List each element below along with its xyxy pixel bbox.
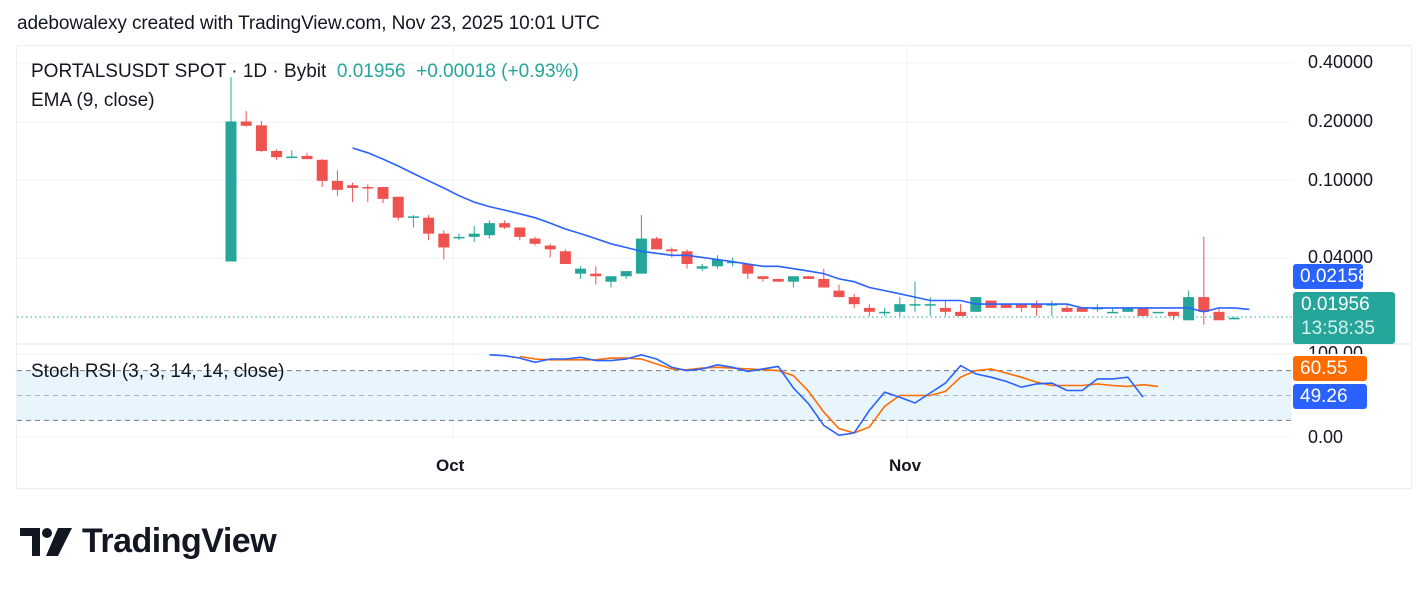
price-tick: 0.10000 xyxy=(1308,170,1374,190)
chart-credit: adebowalexy created with TradingView.com… xyxy=(17,13,600,34)
time-tick-nov: Nov xyxy=(889,456,922,475)
stoch-tick-0: 0.00 xyxy=(1308,427,1344,444)
last-price-badge: 0.01956 13:58:35 xyxy=(1293,292,1395,344)
last-price: 0.01956 xyxy=(336,61,406,82)
tradingview-logo-icon xyxy=(20,527,72,556)
tradingview-logo[interactable]: TradingView xyxy=(20,522,277,561)
stoch-d-badge: 60.55 xyxy=(1293,356,1367,381)
bar-countdown: 13:58:35 xyxy=(1301,318,1375,339)
ema-line xyxy=(352,147,1250,313)
price-change: +0.00018 (+0.93%) xyxy=(416,61,579,82)
symbol-legend[interactable]: PORTALSUSDT SPOT · 1D · Bybit 0.01956 +0… xyxy=(31,61,579,83)
stoch-legend[interactable]: Stoch RSI (3, 3, 14, 14, close) xyxy=(31,361,285,382)
stoch-band xyxy=(17,370,1292,421)
chart-frame xyxy=(16,45,1412,489)
price-tick: 0.20000 xyxy=(1308,111,1374,131)
price-tick: 0.40000 xyxy=(1308,52,1374,72)
stoch-tick-100: 100.00 xyxy=(1308,343,1364,354)
ema-value-badge: 0.02158 xyxy=(1293,264,1369,289)
last-price-value: 0.01956 xyxy=(1301,294,1370,315)
time-tick-oct: Oct xyxy=(436,456,465,475)
price-tick: 0.04000 xyxy=(1308,247,1374,267)
ema-legend[interactable]: EMA (9, close) xyxy=(31,90,155,111)
stoch-rsi-lines xyxy=(489,353,1159,437)
symbol-title: PORTALSUSDT SPOT · 1D · Bybit xyxy=(31,61,327,82)
stoch-k-badge: 49.26 xyxy=(1293,384,1367,409)
candlestick-series xyxy=(225,77,1240,325)
tradingview-logo-text: TradingView xyxy=(82,522,277,560)
